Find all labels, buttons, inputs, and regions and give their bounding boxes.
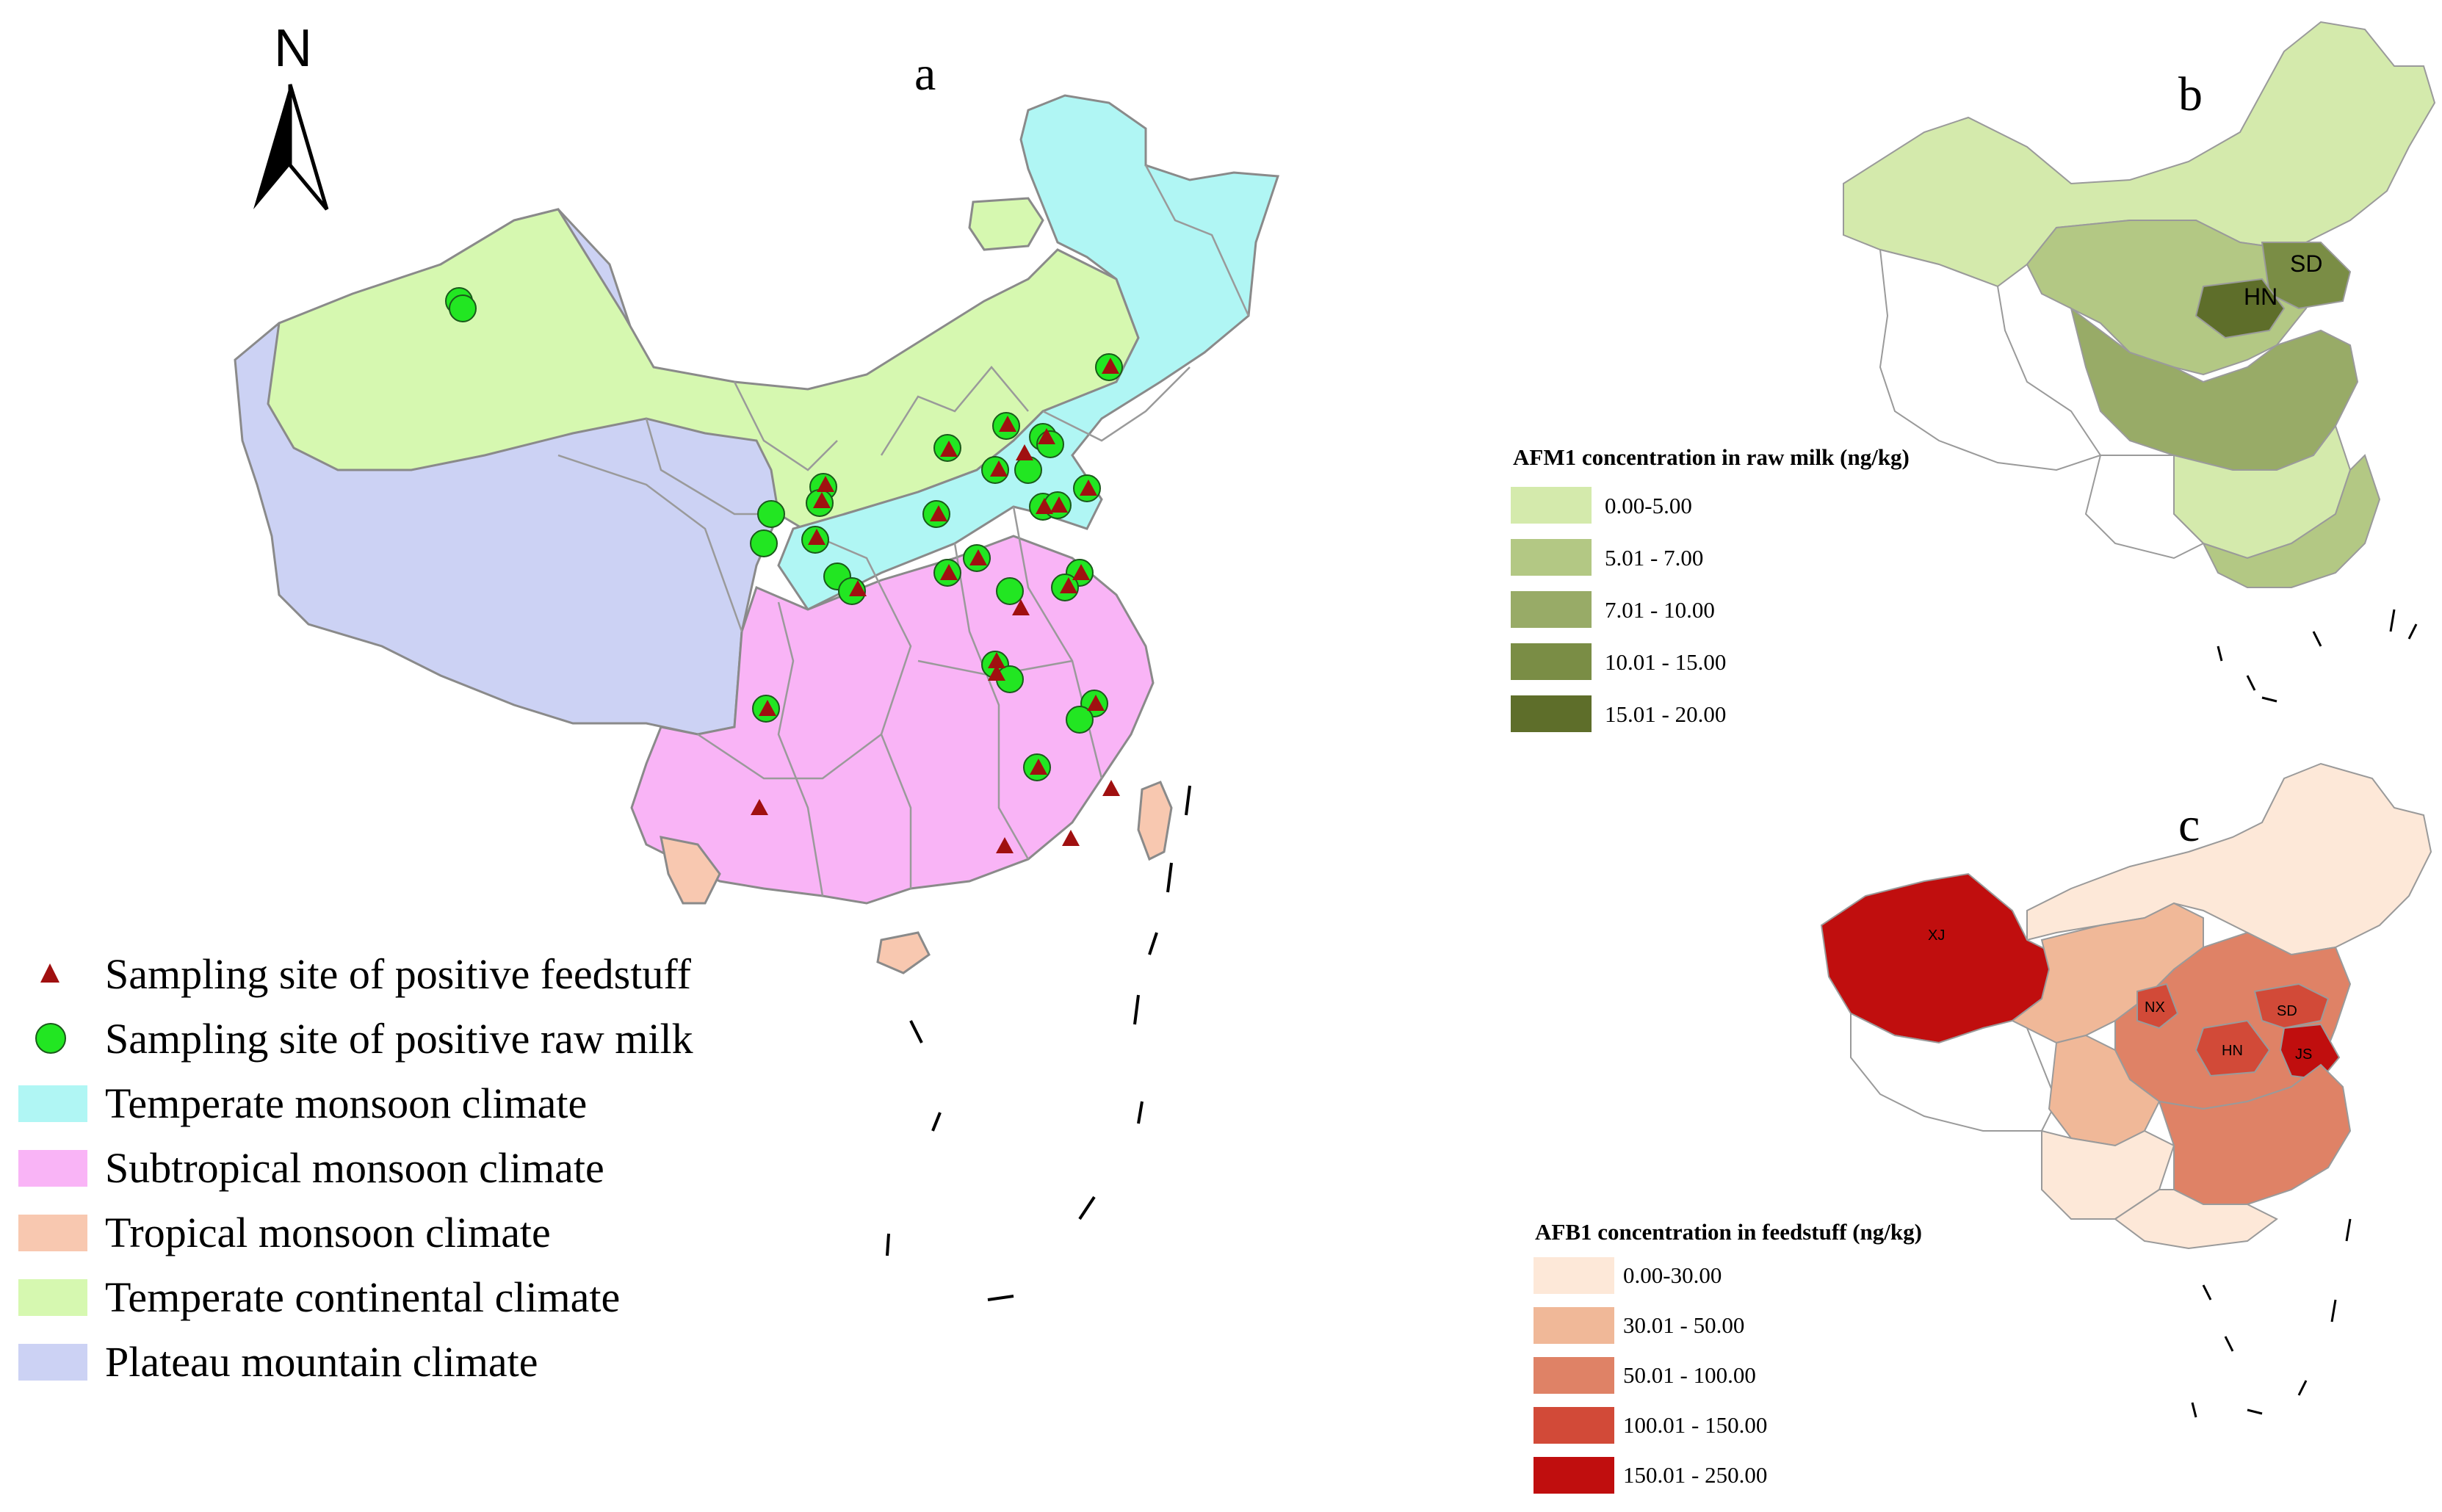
panel-a-letter: a	[914, 47, 936, 101]
zone-temperate-continental-ne	[968, 197, 1044, 251]
panel-b-letter: b	[2178, 68, 2203, 121]
legend-a-item-2: Temperate monsoon climate	[105, 1079, 587, 1127]
legend-c-swatch-4	[1534, 1457, 1614, 1494]
panel-c-letter: c	[2178, 798, 2200, 852]
feedstuff-triangle-icon	[40, 963, 59, 983]
panel-b-map	[1843, 21, 2436, 703]
c-label-js: JS	[2295, 1046, 2312, 1063]
b-label-hn: HN	[2244, 283, 2277, 310]
legend-c-label-1: 30.01 - 50.00	[1623, 1312, 1744, 1338]
legend-c-swatch-3	[1534, 1407, 1614, 1444]
b-label-sd: SD	[2290, 250, 2322, 277]
swatch-temperate-continental	[18, 1279, 87, 1316]
north-label: N	[274, 19, 312, 78]
legend-b-swatch-2	[1511, 591, 1592, 628]
legend-c-label-3: 100.01 - 150.00	[1623, 1412, 1767, 1438]
b-region-central	[2070, 306, 2359, 471]
c-south-sea-dashes	[2191, 1218, 2352, 1418]
c-region-hn	[2194, 1019, 2271, 1077]
panel-a-legend: Sampling site of positive feedstuff Samp…	[18, 950, 693, 1386]
legend-b-label-4: 15.01 - 20.00	[1605, 701, 1726, 727]
swatch-temperate-monsoon	[18, 1085, 87, 1122]
legend-a-item-1: Sampling site of positive raw milk	[105, 1015, 693, 1063]
c-region-southeast	[2114, 1189, 2278, 1250]
milk-circle-icon	[35, 1023, 66, 1054]
b-region-hn	[2194, 278, 2286, 339]
feedstuff-sites	[751, 358, 1120, 853]
swatch-plateau-mountain	[18, 1344, 87, 1381]
c-region-nx	[2136, 983, 2179, 1030]
c-region-sichuan	[2048, 1034, 2161, 1147]
legend-a-item-6: Plateau mountain climate	[105, 1338, 538, 1386]
china-climate-map	[234, 94, 1280, 1301]
c-region-yunnan	[2041, 1129, 2175, 1220]
b-region-southwest	[2084, 455, 2205, 560]
zone-tropical-monsoon-taiwan	[1137, 781, 1173, 861]
north-arrow-icon	[253, 84, 329, 211]
b-region-north	[1843, 21, 2436, 288]
legend-c-swatch-2	[1534, 1357, 1614, 1394]
c-label-hn: HN	[2222, 1043, 2243, 1059]
c-region-tibet	[1850, 1012, 2058, 1132]
c-region-northeast	[2026, 762, 2432, 956]
swatch-tropical-monsoon	[18, 1215, 87, 1251]
legend-a-item-3: Subtropical monsoon climate	[105, 1144, 604, 1192]
c-region-sd	[2253, 983, 2330, 1030]
legend-a-item-0: Sampling site of positive feedstuff	[105, 950, 692, 998]
legend-c-label-0: 0.00-30.00	[1623, 1262, 1722, 1288]
zone-tropical-monsoon-hainan	[876, 931, 931, 974]
c-label-xj: XJ	[1928, 927, 1945, 944]
legend-b-label-3: 10.01 - 15.00	[1605, 649, 1726, 675]
b-region-mid	[2026, 220, 2322, 376]
legend-a-item-4: Tropical monsoon climate	[105, 1209, 551, 1256]
legend-a-item-5: Temperate continental climate	[105, 1273, 620, 1321]
c-label-nx: NX	[2145, 999, 2165, 1016]
legend-b-swatch-3	[1511, 643, 1592, 680]
panel-b-legend: AFM1 concentration in raw milk (ng/kg) 0…	[1511, 444, 1910, 732]
legend-b-swatch-1	[1511, 539, 1592, 576]
legend-b-label-0: 0.00-5.00	[1605, 493, 1692, 518]
legend-b-label-2: 7.01 - 10.00	[1605, 597, 1715, 623]
legend-b-label-1: 5.01 - 7.00	[1605, 545, 1703, 571]
legend-b-swatch-0	[1511, 487, 1592, 524]
swatch-subtropical-monsoon	[18, 1150, 87, 1187]
panel-b: b	[1511, 21, 2436, 732]
legend-b-swatch-4	[1511, 695, 1592, 732]
panel-c-legend: AFB1 concentration in feedstuff (ng/kg) …	[1534, 1219, 1922, 1494]
b-south-sea-dashes	[2217, 609, 2418, 703]
legend-c-title: AFB1 concentration in feedstuff (ng/kg)	[1535, 1219, 1922, 1245]
b-region-tibet	[1879, 248, 2102, 471]
panel-a: N a	[18, 19, 1280, 1386]
panel-c-map	[1820, 762, 2432, 1418]
sampling-sites	[445, 287, 1123, 853]
legend-c-swatch-1	[1534, 1307, 1614, 1344]
legend-b-title: AFM1 concentration in raw milk (ng/kg)	[1513, 444, 1910, 470]
legend-c-label-4: 150.01 - 250.00	[1623, 1462, 1767, 1488]
zone-tropical-monsoon-yunnan	[660, 836, 721, 905]
b-region-south	[2202, 454, 2381, 588]
legend-c-swatch-0	[1534, 1257, 1614, 1294]
panel-c: c	[1534, 762, 2432, 1494]
c-label-sd: SD	[2277, 1003, 2297, 1019]
legend-c-label-2: 50.01 - 100.00	[1623, 1362, 1756, 1388]
south-sea-dashes	[886, 785, 1191, 1301]
